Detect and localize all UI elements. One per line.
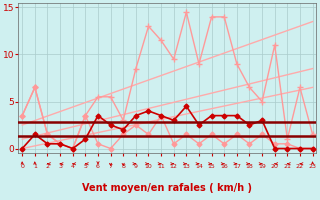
X-axis label: Vent moyen/en rafales ( km/h ): Vent moyen/en rafales ( km/h )	[83, 183, 252, 193]
